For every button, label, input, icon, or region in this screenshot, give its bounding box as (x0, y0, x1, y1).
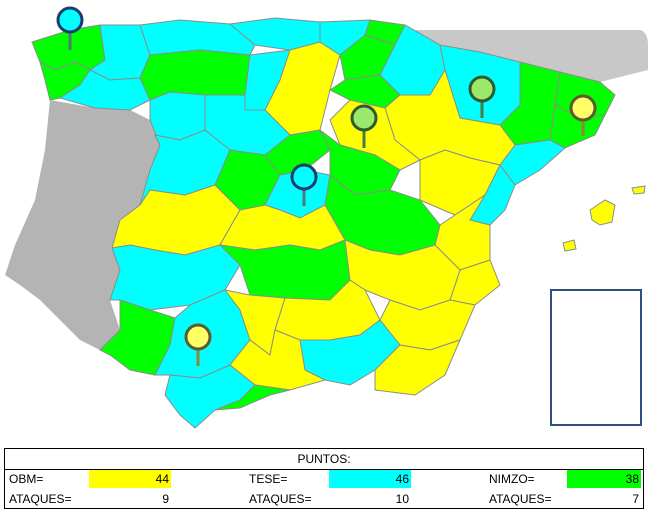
score-title: PUNTOS: (5, 449, 643, 470)
map-pin-icon[interactable] (56, 6, 84, 50)
canary-islands-frame (550, 289, 642, 426)
province-almeria[interactable] (374, 339, 461, 396)
tese-attacks: 10 (395, 492, 409, 506)
tese-points: 46 (329, 470, 411, 488)
france-area (410, 30, 648, 82)
points-row: OBM= 44 TESE= 46 NIMZO= 38 (5, 470, 643, 490)
province-ibiza[interactable] (562, 239, 577, 252)
score-table: PUNTOS: OBM= 44 TESE= 46 NIMZO= 38 ATAQU… (4, 448, 644, 509)
map-pin-icon[interactable] (184, 323, 212, 366)
tese-attacks-label: ATAQUES= (249, 492, 312, 506)
province-leon[interactable] (139, 49, 251, 101)
map-pin-icon[interactable] (569, 94, 597, 136)
spain-map (5, 6, 648, 429)
province-toledo[interactable] (219, 204, 346, 251)
nimzo-attacks-label: ATAQUES= (489, 492, 552, 506)
province-malaga-coast[interactable] (214, 384, 291, 411)
obm-attacks: 9 (162, 492, 169, 506)
obm-label: OBM= (9, 472, 44, 486)
obm-points: 44 (89, 470, 171, 488)
nimzo-attacks: 7 (632, 492, 639, 506)
province-huelva[interactable] (99, 299, 176, 376)
map-pins (56, 6, 597, 366)
province-ciudad-real[interactable] (218, 239, 351, 301)
portugal-area (5, 100, 160, 350)
tese-label: TESE= (249, 472, 288, 486)
attacks-row: ATAQUES= 9 ATAQUES= 10 ATAQUES= 7 (5, 490, 643, 510)
province-mallorca[interactable] (589, 199, 616, 226)
nimzo-label: NIMZO= (489, 472, 535, 486)
map-pin-icon[interactable] (468, 75, 496, 118)
map-pin-icon[interactable] (290, 163, 318, 206)
map-pin-icon[interactable] (350, 104, 378, 148)
obm-attacks-label: ATAQUES= (9, 492, 72, 506)
nimzo-points: 38 (567, 470, 641, 488)
province-menorca[interactable] (631, 185, 646, 195)
